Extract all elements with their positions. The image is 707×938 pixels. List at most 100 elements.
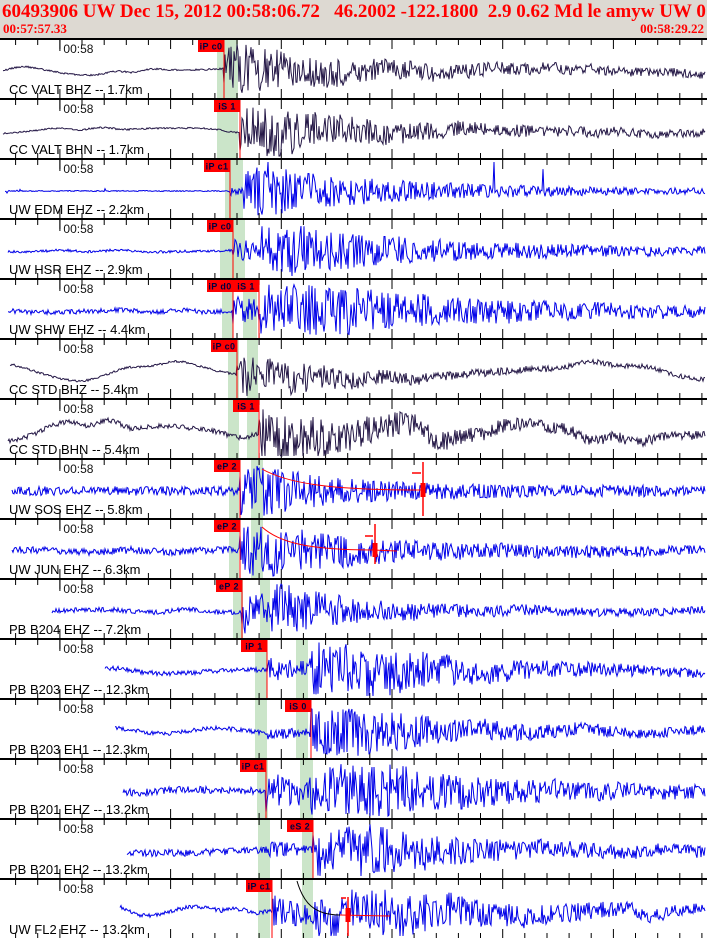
pick-flag-box[interactable] [246, 880, 272, 892]
pick-flag[interactable]: eP 2 [214, 520, 240, 532]
minute-label: 00:58 [63, 642, 93, 656]
trace-canvas[interactable]: 00:58 iP c0 CC STD BHZ -- 5.4km [0, 340, 707, 398]
pick-flag-box[interactable] [198, 40, 224, 52]
seismogram-list: 00:58 iP c0 CC VALT BHZ -- 1.7km 00:58 iS 1 C… [0, 38, 707, 938]
pick-flag-box[interactable] [207, 220, 233, 232]
seismogram-trace[interactable] [7, 226, 706, 277]
phase-window-band [251, 520, 263, 578]
trace-canvas[interactable]: 00:58 eS 2 PB B201 EH2 -- 13.2km [0, 820, 707, 878]
phase-window-band [229, 520, 239, 578]
seismogram-trace[interactable] [9, 357, 706, 397]
trace-canvas[interactable]: 00:58 iS 1 CC VALT BHN -- 1.7km [0, 100, 707, 158]
pick-flag[interactable]: iP c0 [198, 40, 224, 52]
pick-flag-label: iP c0 [213, 342, 236, 352]
minute-label: 00:58 [63, 702, 93, 716]
trace-canvas[interactable]: 00:58 iS 0 PB B203 EH1 -- 12.3km [0, 700, 707, 758]
pick-flag[interactable]: iS 1 [214, 100, 240, 112]
coda-duration-marker[interactable] [412, 462, 426, 516]
trace-canvas[interactable]: 00:58 iP c1 UW EDM EHZ -- 2.2km [0, 160, 707, 218]
window-start-time: 00:57:57.33 [3, 21, 67, 36]
trace-canvas[interactable]: 00:58 iP c0 UW HSR EHZ -- 2.9km [0, 220, 707, 278]
seismogram-trace[interactable] [126, 824, 706, 877]
seismogram-trace[interactable] [119, 889, 706, 937]
seismogram-trace[interactable] [51, 583, 706, 634]
seismogram-trace[interactable] [2, 44, 706, 93]
pick-flag-box[interactable] [287, 820, 313, 832]
coda-duration-marker[interactable] [341, 897, 351, 936]
station-label: CC STD BHN -- 5.4km [9, 442, 140, 457]
header: 60493906 UW Dec 15, 2012 00:58:06.72 46.… [0, 0, 707, 38]
trace-row-5[interactable]: 00:58 iP d0 iS 1 UW SHW EHZ -- 4.4km [0, 278, 707, 338]
trace-canvas[interactable]: 00:58 iP c0 CC VALT BHZ -- 1.7km [0, 40, 707, 98]
trace-canvas[interactable]: 00:58 iP c1 PB B201 EHZ -- 13.2km [0, 760, 707, 818]
trace-canvas[interactable]: 00:58 eP 2 PB B204 EHZ -- 7.2km [0, 580, 707, 638]
seismogram-trace[interactable] [2, 107, 706, 157]
trace-row-12[interactable]: 00:58 iS 0 PB B203 EH1 -- 12.3km [0, 698, 707, 758]
pick-flag[interactable]: eP 2 [216, 580, 242, 592]
pick-flag-box[interactable] [211, 340, 237, 352]
trace-canvas[interactable]: 00:58 iP d0 iS 1 UW SHW EHZ -- 4.4km [0, 280, 707, 338]
seismogram-trace[interactable] [11, 465, 706, 516]
pick-flag-box[interactable] [241, 640, 267, 652]
seismogram-trace[interactable] [5, 161, 706, 216]
pick-flag[interactable]: iS 0 [285, 700, 311, 712]
pick-flag-box[interactable] [214, 460, 240, 472]
pick-flag-box[interactable] [233, 280, 259, 292]
trace-canvas[interactable]: 00:58 iP c1 UW FL2 EHZ -- 13.2km [0, 880, 707, 938]
phase-window-band [228, 340, 239, 398]
time-ticks [15, 340, 703, 398]
trace-row-15[interactable]: 00:58 iP c1 UW FL2 EHZ -- 13.2km [0, 878, 707, 938]
seismogram-trace[interactable] [7, 409, 706, 457]
trace-row-4[interactable]: 00:58 iP c0 UW HSR EHZ -- 2.9km [0, 218, 707, 278]
trace-canvas[interactable]: 00:58 iP 1 PB B203 EHZ -- 12.3km [0, 640, 707, 698]
pick-flag-box[interactable] [214, 100, 240, 112]
seismogram-trace[interactable] [104, 642, 706, 697]
pick-flag-box[interactable] [285, 700, 311, 712]
minute-label: 00:58 [63, 222, 93, 236]
pick-flag[interactable]: iP c0 [207, 220, 233, 232]
pick-flag[interactable]: iS 1 [233, 280, 259, 292]
trace-row-8[interactable]: 00:58 eP 2 UW SOS EHZ -- 5.8km [0, 458, 707, 518]
trace-row-9[interactable]: 00:58 eP 2 UW JUN EHZ -- 6.3km [0, 518, 707, 578]
pick-flag-box[interactable] [207, 280, 233, 292]
trace-row-11[interactable]: 00:58 iP 1 PB B203 EHZ -- 12.3km [0, 638, 707, 698]
pick-flag[interactable]: iP d0 [207, 280, 233, 292]
coda-duration-marker[interactable] [365, 524, 378, 564]
coda-marker-handle[interactable] [372, 543, 378, 557]
pick-flag[interactable]: eS 2 [287, 820, 313, 832]
seismogram-trace[interactable] [122, 764, 706, 818]
pick-flag[interactable]: iS 1 [233, 400, 259, 412]
seismogram-trace[interactable] [7, 283, 706, 336]
pick-flag-label: iP d0 [208, 282, 231, 292]
coda-marker-handle[interactable] [345, 908, 351, 922]
trace-canvas[interactable]: 00:58 eP 2 UW JUN EHZ -- 6.3km [0, 520, 707, 578]
pick-flag[interactable]: eP 2 [214, 460, 240, 472]
time-window-line: 00:57:57.33 00:58:29.22 [0, 22, 707, 36]
pick-flag-box[interactable] [216, 580, 242, 592]
pick-flag[interactable]: iP c0 [211, 340, 237, 352]
seismogram-trace[interactable] [11, 526, 706, 577]
pick-flag[interactable]: iP 1 [241, 640, 267, 652]
pick-flag-box[interactable] [233, 400, 259, 412]
trace-row-2[interactable]: 00:58 iS 1 CC VALT BHN -- 1.7km [0, 98, 707, 158]
pick-flag[interactable]: iP c1 [204, 160, 230, 172]
pick-flag[interactable]: iP c1 [246, 880, 272, 892]
trace-row-7[interactable]: 00:58 iS 1 CC STD BHN -- 5.4km [0, 398, 707, 458]
pick-flag-box[interactable] [240, 760, 266, 772]
minute-label: 00:58 [63, 102, 93, 116]
trace-canvas[interactable]: 00:58 eP 2 UW SOS EHZ -- 5.8km [0, 460, 707, 518]
seismogram-trace[interactable] [114, 707, 706, 756]
trace-row-1[interactable]: 00:58 iP c0 CC VALT BHZ -- 1.7km [0, 38, 707, 98]
coda-marker-handle[interactable] [420, 483, 426, 497]
phase-window-band [257, 760, 268, 818]
trace-row-13[interactable]: 00:58 iP c1 PB B201 EHZ -- 13.2km [0, 758, 707, 818]
trace-canvas[interactable]: 00:58 iS 1 CC STD BHN -- 5.4km [0, 400, 707, 458]
pick-flag[interactable]: iP c1 [240, 760, 266, 772]
minute-label: 00:58 [63, 882, 93, 896]
pick-flag-box[interactable] [204, 160, 230, 172]
pick-flag-box[interactable] [214, 520, 240, 532]
trace-row-10[interactable]: 00:58 eP 2 PB B204 EHZ -- 7.2km [0, 578, 707, 638]
trace-row-3[interactable]: 00:58 iP c1 UW EDM EHZ -- 2.2km [0, 158, 707, 218]
trace-row-6[interactable]: 00:58 iP c0 CC STD BHZ -- 5.4km [0, 338, 707, 398]
trace-row-14[interactable]: 00:58 eS 2 PB B201 EH2 -- 13.2km [0, 818, 707, 878]
